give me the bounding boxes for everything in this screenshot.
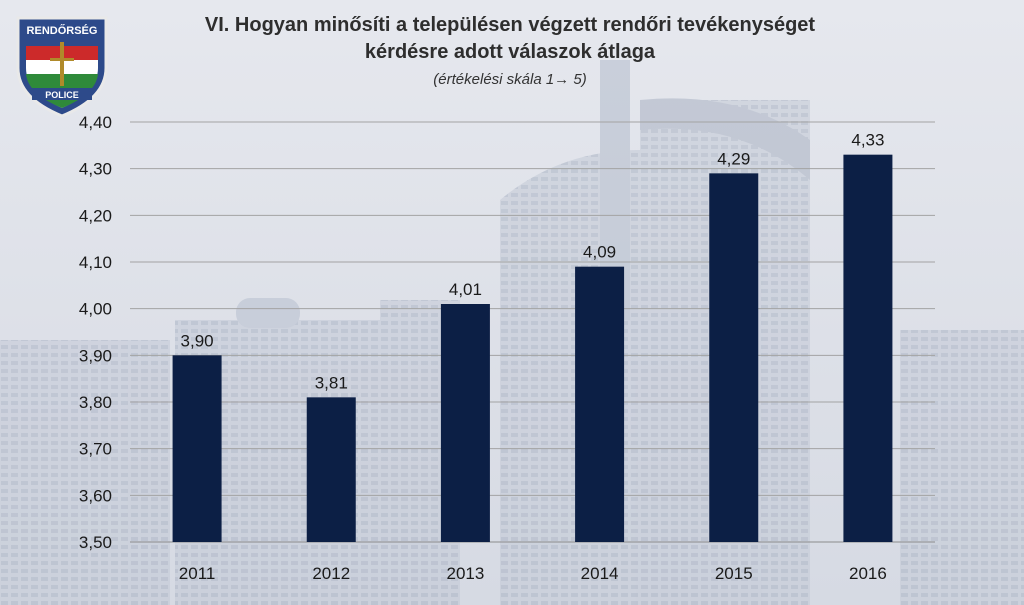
logo-top-text: RENDŐRSÉG <box>27 24 98 37</box>
x-tick-label: 2015 <box>715 564 753 583</box>
data-label: 3,90 <box>181 331 214 350</box>
bar <box>172 355 222 542</box>
bar <box>306 397 356 542</box>
y-tick-label: 3,60 <box>79 486 112 505</box>
x-tick-label: 2016 <box>849 564 887 583</box>
bar <box>575 266 625 542</box>
plot-area: 3,50 3,60 3,70 3,80 3,90 4,00 4,10 4,20 4,30 4,40… <box>79 113 935 583</box>
bar <box>709 173 759 543</box>
y-tick-label: 4,10 <box>79 253 112 272</box>
data-label: 4,01 <box>449 280 482 299</box>
chart-subtitle: (értékelési skála 1→ 5) <box>433 71 587 88</box>
chart-title-line-2: kérdésre adott válaszok átlaga <box>364 41 656 63</box>
chart-title-line-1: VI. Hogyan minősíti a településen végzet… <box>204 14 816 36</box>
y-tick-label: 4,20 <box>79 206 112 225</box>
data-label: 4,09 <box>583 243 616 262</box>
y-tick-label: 3,50 <box>79 533 112 552</box>
x-tick-label: 2013 <box>447 564 485 583</box>
y-tick-label: 3,90 <box>79 346 112 365</box>
y-tick-label: 4,30 <box>79 160 112 179</box>
x-tick-label: 2011 <box>179 564 216 583</box>
bar <box>843 154 893 542</box>
data-label: 3,81 <box>315 373 348 392</box>
y-tick-label: 4,00 <box>79 300 112 319</box>
bar <box>440 304 490 542</box>
y-tick-label: 3,80 <box>79 393 112 412</box>
data-label: 4,33 <box>851 131 884 150</box>
x-tick-label: 2012 <box>312 564 350 583</box>
y-tick-label: 4,40 <box>79 113 112 132</box>
logo-bottom-text: POLICE <box>45 90 79 100</box>
y-tick-label: 3,70 <box>79 440 112 459</box>
x-tick-label: 2014 <box>581 564 619 583</box>
police-badge-logo: RENDŐRSÉG POLICE <box>16 16 108 118</box>
data-label: 4,29 <box>717 149 750 168</box>
